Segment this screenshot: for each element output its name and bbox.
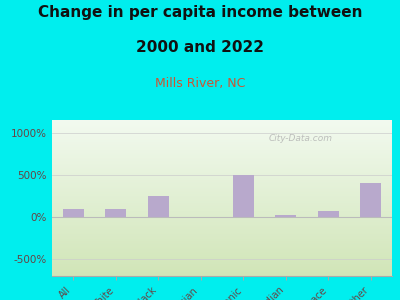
Bar bbox=[360, 183, 381, 217]
Bar bbox=[105, 208, 126, 217]
Text: 2000 and 2022: 2000 and 2022 bbox=[136, 40, 264, 56]
Bar bbox=[63, 208, 84, 217]
Text: City-Data.com: City-Data.com bbox=[268, 134, 332, 143]
Text: Change in per capita income between: Change in per capita income between bbox=[38, 4, 362, 20]
Bar bbox=[148, 196, 169, 217]
Text: Mills River, NC: Mills River, NC bbox=[155, 76, 245, 89]
Bar bbox=[233, 175, 254, 217]
Bar bbox=[318, 211, 339, 217]
Bar bbox=[275, 215, 296, 217]
